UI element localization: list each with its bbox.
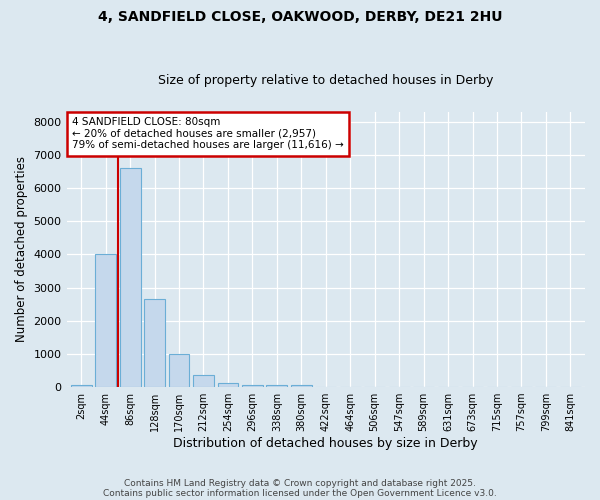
Bar <box>144 299 165 387</box>
Bar <box>169 354 190 387</box>
Title: Size of property relative to detached houses in Derby: Size of property relative to detached ho… <box>158 74 493 87</box>
Bar <box>95 254 116 387</box>
Y-axis label: Number of detached properties: Number of detached properties <box>15 156 28 342</box>
Bar <box>242 385 263 387</box>
Text: 4, SANDFIELD CLOSE, OAKWOOD, DERBY, DE21 2HU: 4, SANDFIELD CLOSE, OAKWOOD, DERBY, DE21… <box>98 10 502 24</box>
Bar <box>291 386 312 387</box>
Bar <box>193 376 214 387</box>
Text: Contains HM Land Registry data © Crown copyright and database right 2025.: Contains HM Land Registry data © Crown c… <box>124 478 476 488</box>
Bar <box>266 386 287 387</box>
Text: Contains public sector information licensed under the Open Government Licence v3: Contains public sector information licen… <box>103 488 497 498</box>
X-axis label: Distribution of detached houses by size in Derby: Distribution of detached houses by size … <box>173 437 478 450</box>
Bar <box>71 386 92 387</box>
Bar <box>120 168 140 387</box>
Text: 4 SANDFIELD CLOSE: 80sqm
← 20% of detached houses are smaller (2,957)
79% of sem: 4 SANDFIELD CLOSE: 80sqm ← 20% of detach… <box>72 118 343 150</box>
Bar <box>218 383 238 387</box>
